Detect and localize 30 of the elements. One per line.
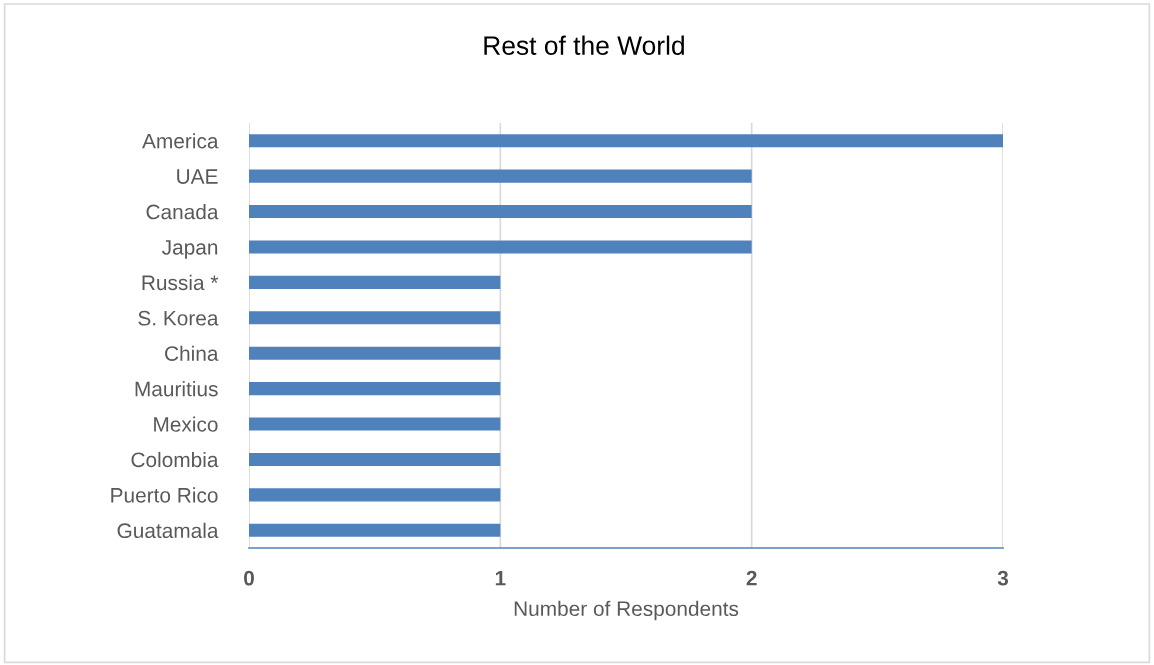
y-tick-label: Mexico xyxy=(154,416,218,432)
y-tick-label: Mauritius xyxy=(135,381,218,397)
y-tick-label: America xyxy=(142,133,219,149)
bar xyxy=(249,275,501,289)
bar xyxy=(249,382,501,396)
chart-title: Rest of the World xyxy=(484,35,684,55)
x-tick-label: 1 xyxy=(495,570,506,586)
x-axis-title: Number of Respondents xyxy=(514,600,739,621)
bar xyxy=(249,134,1003,148)
y-tick-label: Canada xyxy=(146,203,219,220)
x-tick-label: 3 xyxy=(997,570,1009,586)
bar xyxy=(249,240,752,254)
bar xyxy=(249,417,501,431)
y-tick-label: Puerto Rico xyxy=(111,487,218,503)
bar xyxy=(249,204,752,219)
bar xyxy=(249,523,501,537)
y-tick-label: Colombia xyxy=(131,451,219,468)
y-tick-label: China xyxy=(165,345,219,361)
bar xyxy=(249,311,501,325)
y-tick-label: Russia * xyxy=(142,274,219,291)
y-tick-label: Japan xyxy=(162,240,218,259)
bar xyxy=(249,488,501,502)
bar xyxy=(249,452,501,467)
bar xyxy=(249,346,501,360)
y-tick-label: UAE xyxy=(177,169,218,184)
bar xyxy=(249,169,752,183)
y-tick-label: S. Korea xyxy=(138,310,219,326)
x-tick-label: 2 xyxy=(746,570,757,586)
x-tick-label: 0 xyxy=(244,570,254,586)
y-tick-label: Guatamala xyxy=(117,522,219,539)
